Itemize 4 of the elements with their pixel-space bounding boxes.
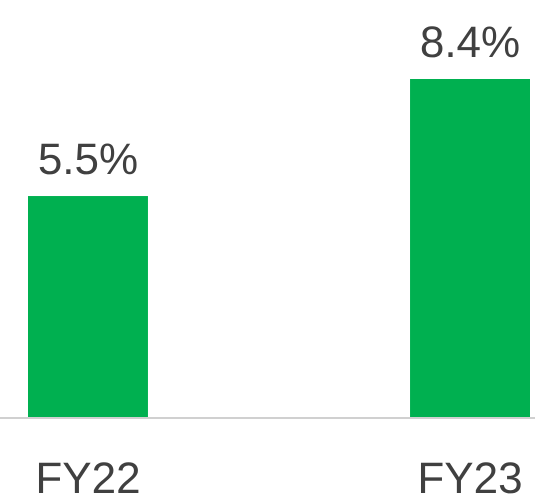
x-tick-label: FY22 — [35, 454, 141, 503]
x-tick-label: FY23 — [417, 454, 523, 503]
data-label: 5.5% — [38, 135, 138, 184]
data-label: 8.4% — [420, 18, 520, 67]
